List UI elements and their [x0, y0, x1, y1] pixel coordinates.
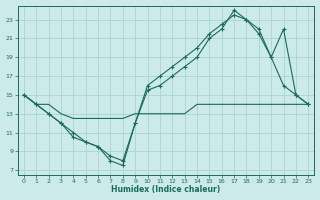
X-axis label: Humidex (Indice chaleur): Humidex (Indice chaleur) — [111, 185, 221, 194]
